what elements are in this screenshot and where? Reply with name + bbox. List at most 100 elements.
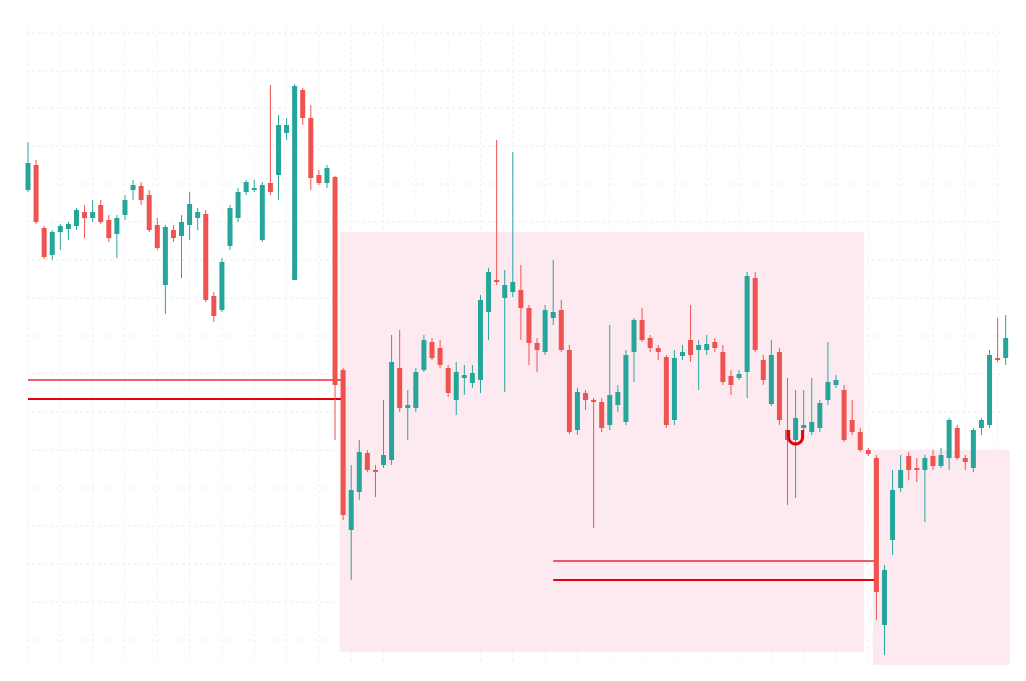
candle-body — [381, 455, 387, 465]
candle-body — [372, 470, 378, 472]
candle-body — [922, 458, 928, 470]
candle-body — [267, 183, 273, 192]
candle-body — [655, 348, 661, 352]
zone — [339, 232, 865, 652]
candle-body — [146, 195, 152, 230]
candle-body — [405, 405, 411, 408]
candle-body — [526, 308, 532, 343]
candle-body — [114, 218, 120, 234]
candle-body — [227, 208, 233, 246]
candle-body — [308, 118, 314, 178]
candle-body — [962, 458, 968, 462]
candle-body — [688, 340, 694, 355]
candle-body — [138, 186, 144, 200]
candle-body — [187, 204, 193, 225]
candle-body — [195, 212, 201, 218]
candle-body — [890, 490, 896, 540]
candle-body — [82, 212, 88, 218]
candle-body — [768, 355, 774, 404]
candle-body — [73, 210, 79, 226]
candle-body — [332, 177, 338, 385]
candle-body — [995, 358, 1001, 360]
candle-body — [639, 320, 645, 340]
candle-body — [946, 420, 952, 458]
candle-body — [704, 344, 710, 350]
candle-body — [623, 355, 629, 422]
candle-body — [106, 220, 112, 238]
candle-body — [356, 452, 362, 492]
candle-body — [728, 376, 734, 385]
candle-body — [494, 280, 500, 282]
candle-body — [445, 368, 451, 393]
candle-body — [486, 272, 492, 312]
candle-body — [162, 227, 168, 285]
candle-body — [873, 458, 879, 592]
candle-body — [316, 175, 322, 183]
candle-body — [833, 380, 839, 385]
candle-body — [243, 182, 249, 192]
candle-body — [566, 350, 572, 432]
candle-body — [841, 390, 847, 440]
candle-body — [954, 428, 960, 458]
candle-body — [801, 425, 807, 428]
candle-body — [825, 382, 831, 400]
candle-body — [898, 470, 904, 488]
candle-body — [49, 232, 55, 255]
candle-body — [534, 343, 540, 350]
candle-body — [1003, 338, 1009, 358]
candle-body — [25, 163, 31, 190]
candle-body — [65, 224, 71, 229]
candle-body — [744, 276, 750, 372]
marker — [787, 430, 805, 446]
candle-body — [211, 296, 217, 316]
candle-body — [510, 282, 516, 292]
candle-body — [469, 373, 475, 383]
candle-body — [599, 402, 605, 428]
candle-body — [663, 357, 669, 425]
candle-body — [631, 320, 637, 352]
candle-body — [938, 455, 944, 466]
candle-body — [429, 342, 435, 358]
candle-body — [300, 90, 306, 118]
candle-body — [881, 570, 887, 625]
candle-body — [817, 403, 823, 428]
candle-body — [987, 355, 993, 425]
candle-body — [41, 228, 47, 257]
candle-body — [615, 392, 621, 405]
candle-body — [978, 420, 984, 428]
candle-body — [647, 338, 653, 348]
candle-body — [251, 188, 257, 190]
candle-body — [57, 226, 63, 232]
candle-body — [437, 348, 443, 365]
candle-body — [502, 285, 508, 298]
candle-body — [461, 375, 467, 378]
candle-body — [793, 418, 799, 440]
candle-body — [583, 393, 589, 400]
candle-body — [259, 185, 265, 240]
candle-body — [865, 450, 871, 454]
candle-body — [324, 168, 330, 183]
candle-body — [170, 230, 176, 238]
candle-body — [421, 340, 427, 370]
candle-body — [607, 395, 613, 425]
candle-body — [712, 342, 718, 348]
candle-body — [90, 212, 96, 218]
candle-body — [849, 420, 855, 432]
candle-body — [413, 372, 419, 408]
candle-body — [776, 352, 782, 420]
candle-body — [33, 165, 39, 222]
candle-body — [98, 205, 104, 222]
candle-body — [752, 278, 758, 350]
candle-body — [235, 192, 241, 218]
candle-body — [130, 185, 136, 190]
candle-body — [219, 262, 225, 310]
candle-body — [275, 125, 281, 175]
candle-body — [284, 125, 290, 133]
candle-body — [453, 372, 459, 400]
candle-body — [970, 430, 976, 468]
candle-body — [558, 310, 564, 350]
candle-body — [389, 362, 395, 460]
candle-body — [477, 300, 483, 380]
candle-body — [736, 374, 742, 378]
